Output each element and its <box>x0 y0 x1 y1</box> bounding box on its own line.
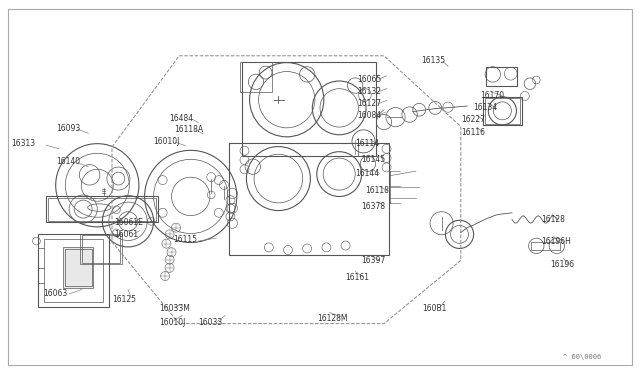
Text: 16084: 16084 <box>357 111 381 120</box>
Bar <box>486 67 517 86</box>
Text: 16118A: 16118A <box>174 125 204 134</box>
Text: 16010J: 16010J <box>159 318 185 327</box>
Text: 16170: 16170 <box>480 91 504 100</box>
Text: 16127: 16127 <box>357 99 381 108</box>
Text: 16145: 16145 <box>362 155 386 164</box>
Text: 16134: 16134 <box>474 103 498 112</box>
Text: 16135: 16135 <box>421 56 445 65</box>
Bar <box>485 98 520 124</box>
Text: 16397: 16397 <box>362 256 386 265</box>
Bar <box>242 62 376 156</box>
Text: 16140: 16140 <box>56 157 81 166</box>
Bar <box>44 239 103 302</box>
Text: 16484: 16484 <box>170 114 194 123</box>
Text: 16132: 16132 <box>357 87 381 96</box>
Bar <box>80 234 122 264</box>
Text: 16114: 16114 <box>355 140 379 148</box>
Bar <box>63 247 93 288</box>
Text: 16061: 16061 <box>114 230 138 239</box>
Bar <box>48 198 156 221</box>
Text: 16196: 16196 <box>550 260 575 269</box>
Text: 16065: 16065 <box>357 75 381 84</box>
Text: 16010J: 16010J <box>154 137 180 146</box>
Text: 16378: 16378 <box>362 202 386 211</box>
Bar <box>240 62 272 92</box>
Text: 16128M: 16128M <box>317 314 348 323</box>
Text: 16033M: 16033M <box>159 304 189 313</box>
Bar <box>531 242 560 250</box>
Bar <box>229 143 389 255</box>
Text: 16061E: 16061E <box>114 218 143 227</box>
Text: 16227: 16227 <box>461 115 484 124</box>
Bar <box>82 235 120 263</box>
Text: 16144: 16144 <box>355 169 380 178</box>
Text: 16161: 16161 <box>346 273 370 282</box>
Text: ^ 60\0006: ^ 60\0006 <box>563 354 602 360</box>
Text: 16063: 16063 <box>44 289 68 298</box>
Bar <box>65 249 92 286</box>
Text: 16118: 16118 <box>365 186 388 195</box>
Text: 16093: 16093 <box>56 124 81 133</box>
Text: 16125: 16125 <box>112 295 136 304</box>
Text: 16196H: 16196H <box>541 237 571 246</box>
Text: 160B1: 160B1 <box>422 304 447 312</box>
Text: 16116: 16116 <box>461 128 484 137</box>
Text: 16313: 16313 <box>12 139 36 148</box>
Text: 16128: 16128 <box>541 215 564 224</box>
Text: 16115: 16115 <box>173 235 197 244</box>
Text: 16033: 16033 <box>198 318 223 327</box>
Bar <box>483 97 522 125</box>
Bar <box>38 234 109 307</box>
Bar <box>46 196 158 222</box>
